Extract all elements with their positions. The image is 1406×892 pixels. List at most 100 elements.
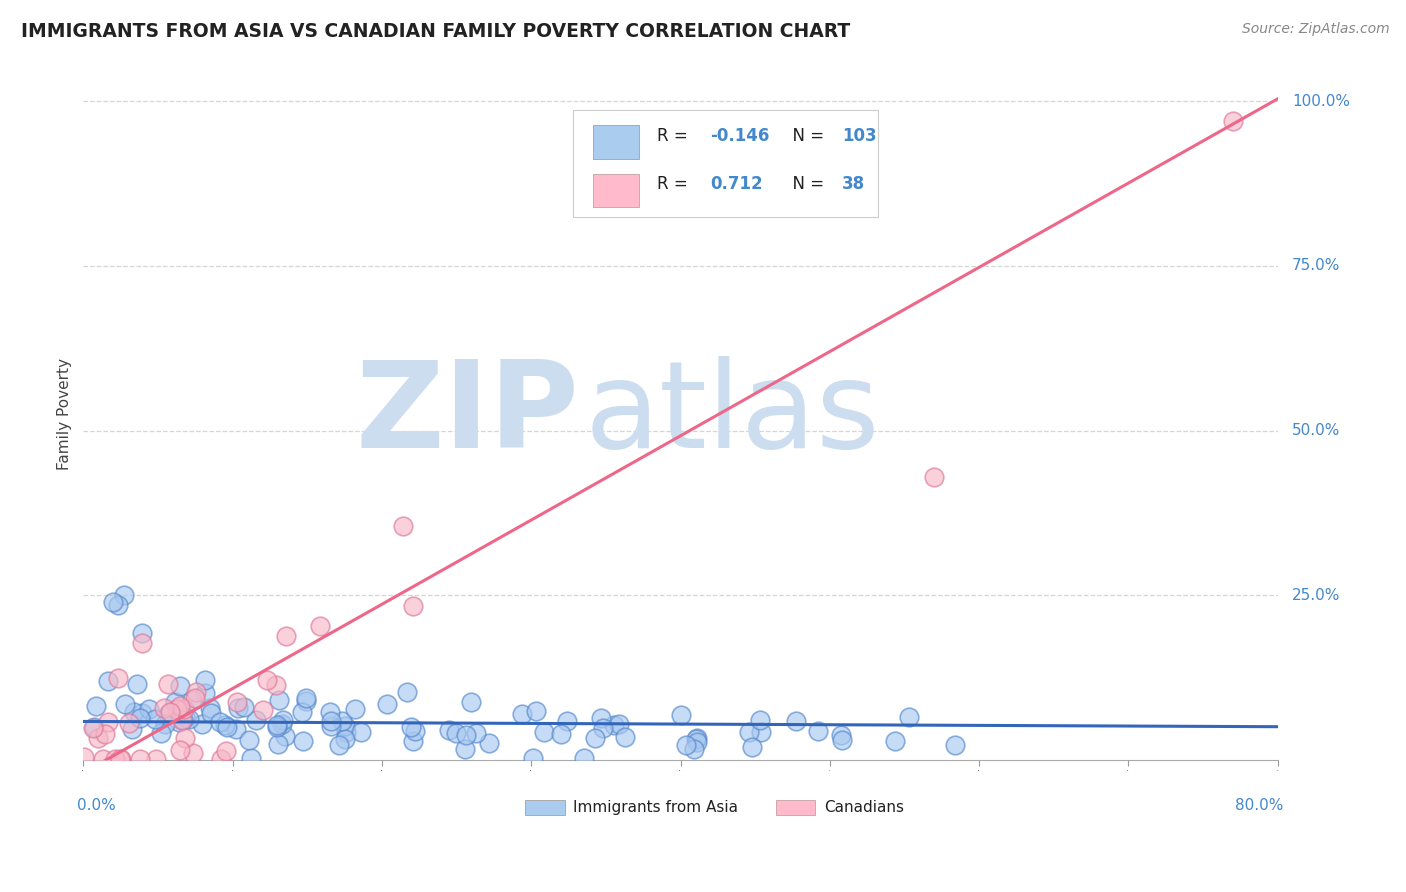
Point bbox=[686, 731, 709, 746]
Point bbox=[328, 738, 350, 752]
Point bbox=[274, 730, 297, 744]
Text: R =: R = bbox=[657, 176, 693, 194]
Point bbox=[335, 725, 357, 739]
Point bbox=[883, 733, 905, 747]
Point bbox=[127, 677, 149, 691]
Point bbox=[464, 725, 486, 739]
FancyBboxPatch shape bbox=[574, 110, 877, 217]
Point bbox=[748, 713, 770, 727]
Point bbox=[228, 701, 250, 715]
Point bbox=[145, 752, 167, 766]
Point bbox=[82, 721, 104, 735]
Point bbox=[200, 706, 222, 720]
Point bbox=[169, 714, 191, 729]
Point bbox=[198, 701, 221, 715]
Point bbox=[685, 731, 707, 746]
Text: 80.0%: 80.0% bbox=[1236, 797, 1284, 813]
Point bbox=[319, 706, 342, 720]
Point bbox=[924, 469, 946, 483]
Point bbox=[395, 685, 418, 699]
Point bbox=[785, 714, 807, 728]
Point bbox=[683, 742, 706, 756]
Point bbox=[215, 743, 238, 757]
Text: 50.0%: 50.0% bbox=[1292, 423, 1340, 438]
Point bbox=[225, 722, 247, 736]
Point bbox=[292, 734, 315, 748]
Point bbox=[143, 712, 166, 726]
Point bbox=[294, 694, 316, 708]
Point bbox=[456, 728, 478, 742]
Point bbox=[97, 674, 120, 689]
Point bbox=[831, 733, 853, 747]
Point bbox=[181, 746, 204, 760]
Point bbox=[156, 677, 179, 691]
Point bbox=[333, 719, 356, 733]
Point bbox=[741, 739, 763, 754]
Point bbox=[110, 752, 132, 766]
Point bbox=[607, 717, 630, 731]
Point bbox=[184, 691, 207, 706]
Point bbox=[153, 716, 176, 731]
Point bbox=[402, 734, 425, 748]
Point bbox=[169, 743, 191, 757]
Point bbox=[114, 697, 136, 711]
Point bbox=[439, 723, 461, 737]
Point bbox=[215, 720, 238, 734]
Point bbox=[295, 690, 318, 705]
Point bbox=[173, 702, 195, 716]
Text: N =: N = bbox=[782, 176, 830, 194]
Text: 103: 103 bbox=[842, 127, 876, 145]
Point bbox=[478, 736, 501, 750]
Point bbox=[179, 713, 201, 727]
Point bbox=[209, 752, 232, 766]
Point bbox=[163, 695, 186, 709]
Point bbox=[252, 703, 274, 717]
Point bbox=[159, 706, 181, 720]
Point bbox=[245, 713, 267, 727]
Text: ZIP: ZIP bbox=[356, 356, 579, 473]
Point bbox=[124, 706, 146, 720]
Point bbox=[271, 713, 294, 727]
Point bbox=[172, 713, 194, 727]
Point bbox=[943, 738, 966, 752]
Point bbox=[404, 723, 426, 738]
Point bbox=[592, 722, 614, 736]
Point bbox=[107, 598, 129, 612]
Point bbox=[737, 725, 759, 739]
Point bbox=[1222, 114, 1244, 128]
Text: N =: N = bbox=[782, 127, 830, 145]
Point bbox=[267, 693, 290, 707]
Point bbox=[128, 711, 150, 725]
Point bbox=[174, 731, 197, 745]
Point bbox=[444, 725, 467, 739]
Point bbox=[172, 714, 194, 728]
Point bbox=[107, 671, 129, 685]
Point bbox=[460, 695, 482, 709]
Point bbox=[194, 686, 217, 700]
Text: IMMIGRANTS FROM ASIA VS CANADIAN FAMILY POVERTY CORRELATION CHART: IMMIGRANTS FROM ASIA VS CANADIAN FAMILY … bbox=[21, 22, 851, 41]
Point bbox=[309, 618, 332, 632]
Point bbox=[191, 717, 214, 731]
Point bbox=[184, 685, 207, 699]
FancyBboxPatch shape bbox=[776, 800, 815, 815]
Point bbox=[533, 724, 555, 739]
Point bbox=[266, 720, 288, 734]
Point bbox=[454, 742, 477, 756]
Point bbox=[156, 706, 179, 721]
Point bbox=[97, 714, 120, 729]
Point bbox=[118, 716, 141, 731]
Text: R =: R = bbox=[657, 127, 693, 145]
Point bbox=[180, 693, 202, 707]
Point bbox=[402, 599, 425, 613]
Point bbox=[169, 698, 191, 713]
Text: -0.146: -0.146 bbox=[710, 127, 769, 145]
Text: 38: 38 bbox=[842, 176, 865, 194]
Point bbox=[333, 731, 356, 746]
Point bbox=[830, 728, 852, 742]
Point bbox=[291, 706, 314, 720]
Point bbox=[391, 519, 413, 533]
Point bbox=[550, 727, 572, 741]
Point bbox=[153, 701, 176, 715]
FancyBboxPatch shape bbox=[593, 174, 638, 207]
Text: 100.0%: 100.0% bbox=[1292, 94, 1350, 109]
